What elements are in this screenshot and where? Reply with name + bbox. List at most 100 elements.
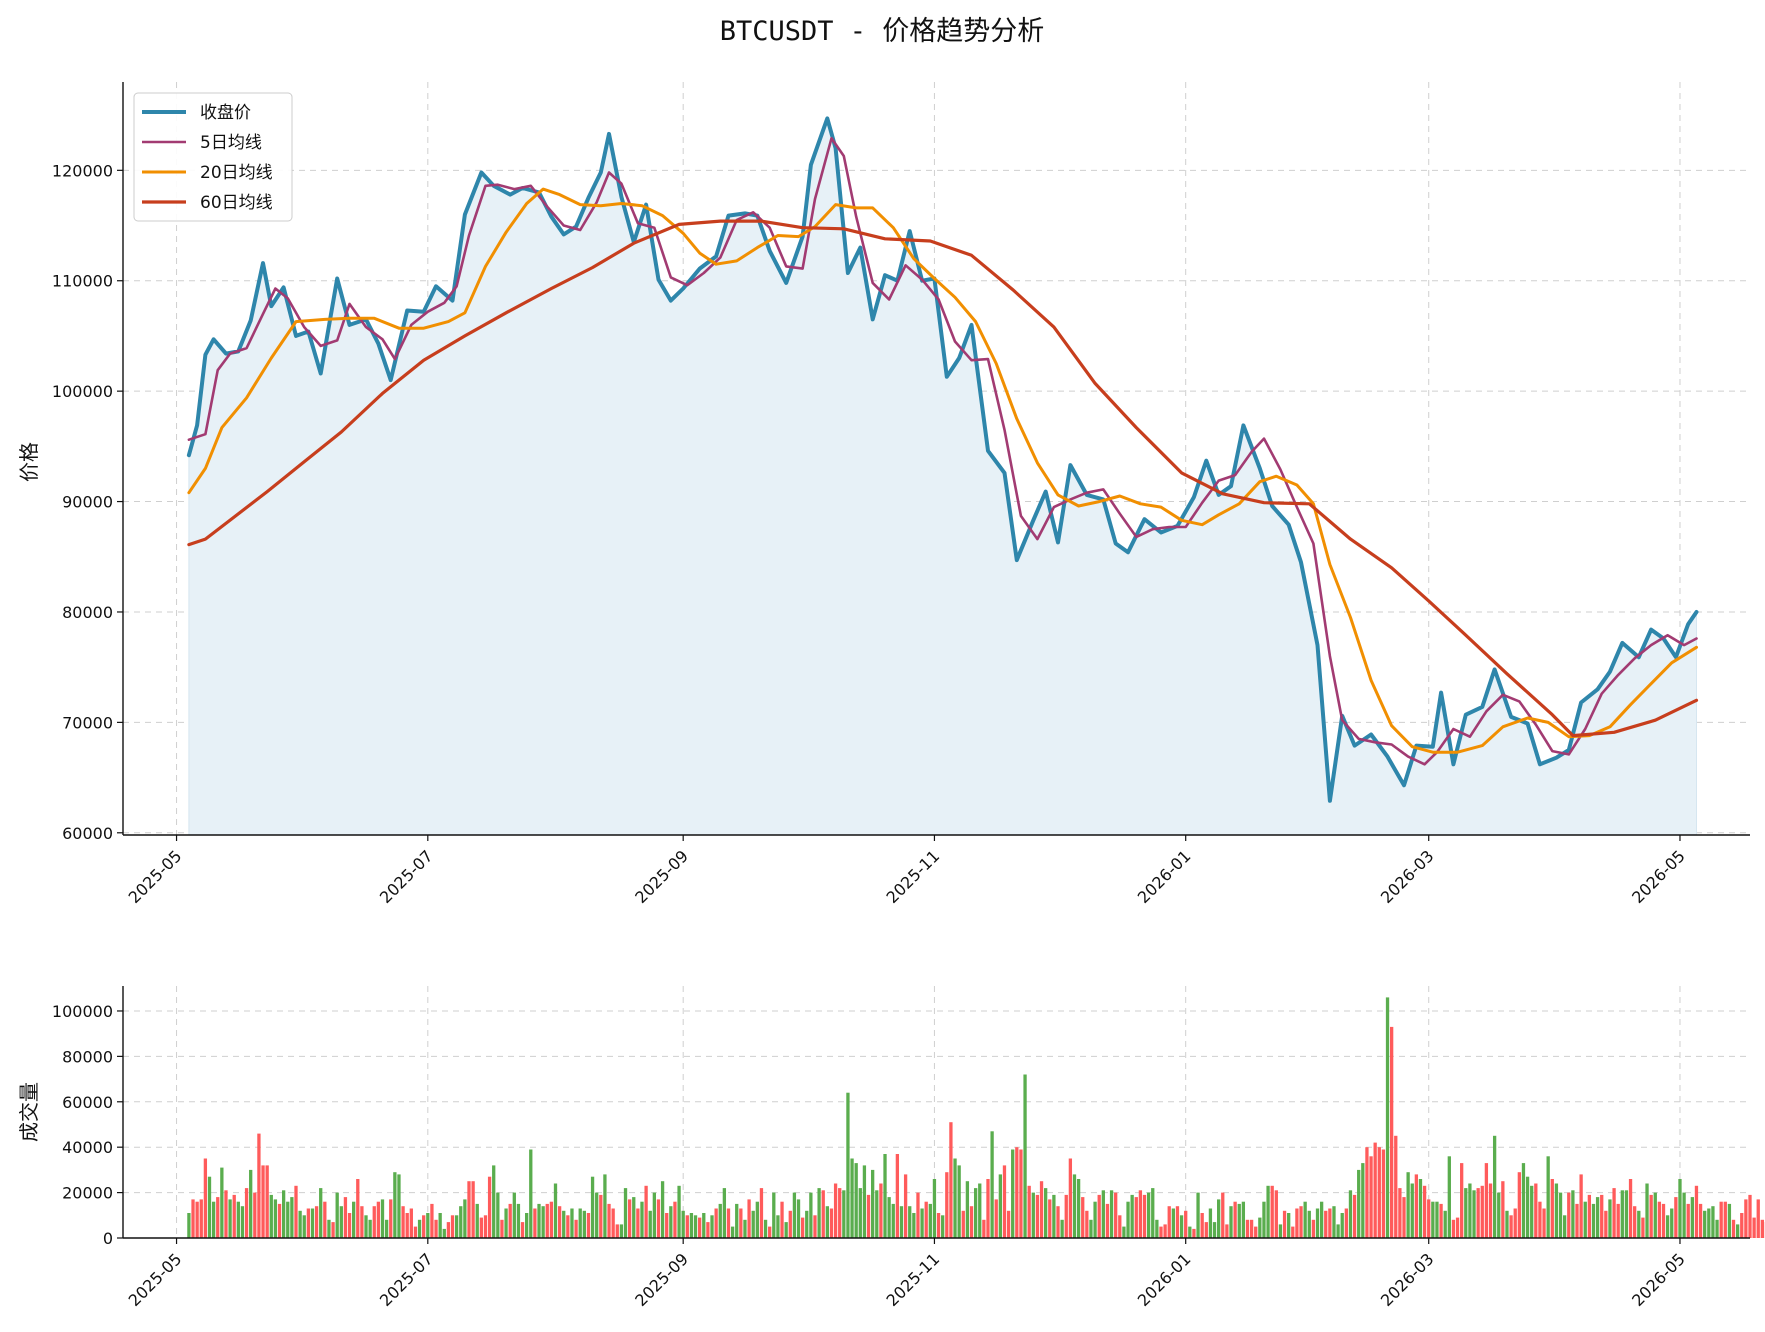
volume-bar bbox=[1752, 1217, 1756, 1238]
volume-bar bbox=[360, 1206, 364, 1238]
volume-bar bbox=[809, 1192, 813, 1238]
volume-bar bbox=[1558, 1192, 1563, 1238]
volume-bar bbox=[1418, 1179, 1423, 1238]
volume-bar bbox=[590, 1176, 595, 1238]
volume-bar bbox=[1031, 1192, 1035, 1238]
volume-bar bbox=[207, 1176, 212, 1238]
volume-bar bbox=[599, 1194, 603, 1238]
volume-bar bbox=[1188, 1226, 1192, 1238]
price-x-tick-label: 2025-09 bbox=[631, 846, 692, 907]
volume-bar bbox=[1542, 1208, 1546, 1238]
volume-x-tick-label: 2026-03 bbox=[1377, 1249, 1438, 1310]
volume-bar bbox=[714, 1208, 718, 1238]
volume-bar bbox=[1332, 1206, 1336, 1238]
volume-bar bbox=[673, 1201, 677, 1238]
volume-bar bbox=[1138, 1190, 1143, 1238]
volume-bar bbox=[1241, 1201, 1246, 1238]
volume-bar bbox=[1027, 1185, 1031, 1238]
volume-bar bbox=[1315, 1208, 1320, 1238]
volume-bar bbox=[1505, 1210, 1509, 1238]
volume-bar bbox=[339, 1206, 343, 1238]
volume-bar bbox=[677, 1185, 681, 1238]
volume-bar bbox=[352, 1201, 356, 1238]
volume-bar bbox=[722, 1188, 727, 1238]
volume-bar bbox=[1575, 1203, 1579, 1238]
volume-bar bbox=[1402, 1197, 1406, 1238]
volume-bar bbox=[475, 1203, 479, 1238]
volume-bar bbox=[463, 1199, 467, 1238]
volume-x-tick-label: 2026-05 bbox=[1628, 1249, 1689, 1310]
volume-bar bbox=[1336, 1224, 1340, 1238]
volume-bar bbox=[1394, 1135, 1398, 1238]
legend-label-2: 5日均线 bbox=[200, 133, 262, 153]
volume-bar bbox=[537, 1203, 541, 1238]
volume-bar bbox=[1060, 1219, 1064, 1238]
volume-bar bbox=[1674, 1197, 1678, 1238]
volume-bar bbox=[232, 1194, 236, 1238]
volume-bar bbox=[735, 1203, 739, 1238]
price-y-tick-label: 110000 bbox=[52, 272, 113, 291]
volume-bar bbox=[1311, 1219, 1316, 1238]
volume-bar bbox=[829, 1208, 834, 1238]
volume-bar bbox=[994, 1199, 998, 1238]
volume-bar bbox=[281, 1190, 286, 1238]
volume-bar bbox=[1460, 1163, 1464, 1238]
price-x-tick-label: 2025-05 bbox=[125, 846, 186, 907]
volume-bar bbox=[1122, 1226, 1126, 1238]
volume-bar bbox=[1006, 1210, 1011, 1238]
volume-bar bbox=[557, 1206, 562, 1238]
volume-bar bbox=[500, 1219, 504, 1238]
volume-bar bbox=[1538, 1201, 1542, 1238]
volume-bar bbox=[1019, 1149, 1023, 1238]
volume-bar bbox=[640, 1201, 644, 1238]
volume-bar bbox=[1707, 1208, 1711, 1238]
volume-bar bbox=[504, 1208, 508, 1238]
volume-bar bbox=[1550, 1179, 1554, 1238]
volume-bar bbox=[772, 1192, 776, 1238]
volume-bar bbox=[1748, 1194, 1752, 1238]
volume-bar bbox=[788, 1210, 792, 1238]
volume-bar bbox=[698, 1217, 702, 1238]
volume-bar bbox=[1295, 1208, 1299, 1238]
volume-bar bbox=[838, 1188, 842, 1238]
volume-bar bbox=[454, 1215, 459, 1238]
volume-bar bbox=[1476, 1188, 1480, 1238]
volume-bar bbox=[199, 1199, 203, 1238]
price-y-axis-label: 价格 bbox=[17, 442, 41, 482]
volume-bar bbox=[941, 1215, 945, 1238]
volume-bar bbox=[368, 1219, 372, 1238]
volume-bar bbox=[1645, 1183, 1649, 1238]
volume-bar bbox=[689, 1213, 694, 1238]
volume-bar bbox=[1682, 1192, 1686, 1238]
volume-bar bbox=[269, 1194, 273, 1238]
volume-bar bbox=[1760, 1219, 1765, 1238]
volume-bar bbox=[319, 1188, 323, 1238]
volume-bar bbox=[277, 1203, 282, 1238]
volume-bar bbox=[1175, 1206, 1180, 1238]
volume-bar bbox=[224, 1190, 228, 1238]
volume-bar bbox=[1509, 1215, 1513, 1238]
volume-bar bbox=[912, 1213, 916, 1238]
volume-bar bbox=[549, 1201, 554, 1238]
volume-bar bbox=[442, 1228, 446, 1238]
volume-bar bbox=[1637, 1210, 1641, 1238]
volume-bar bbox=[945, 1172, 949, 1238]
volume-bar bbox=[244, 1188, 249, 1238]
volume-bar bbox=[739, 1208, 743, 1238]
volume-bar bbox=[1756, 1199, 1760, 1238]
volume-bar bbox=[887, 1197, 891, 1238]
volume-bar bbox=[1167, 1206, 1171, 1238]
volume-bar bbox=[356, 1179, 360, 1238]
volume-bar bbox=[422, 1215, 426, 1238]
volume-bar bbox=[660, 1181, 665, 1238]
volume-bar bbox=[1365, 1147, 1369, 1238]
volume-bar bbox=[566, 1215, 570, 1238]
volume-bar bbox=[656, 1199, 661, 1238]
volume-bar bbox=[479, 1217, 483, 1238]
volume-bar bbox=[1488, 1183, 1493, 1238]
volume-bar bbox=[986, 1179, 990, 1238]
volume-bar bbox=[446, 1222, 451, 1238]
volume-bar bbox=[862, 1165, 867, 1238]
volume-bar bbox=[195, 1201, 199, 1238]
volume-bar bbox=[1196, 1192, 1200, 1238]
